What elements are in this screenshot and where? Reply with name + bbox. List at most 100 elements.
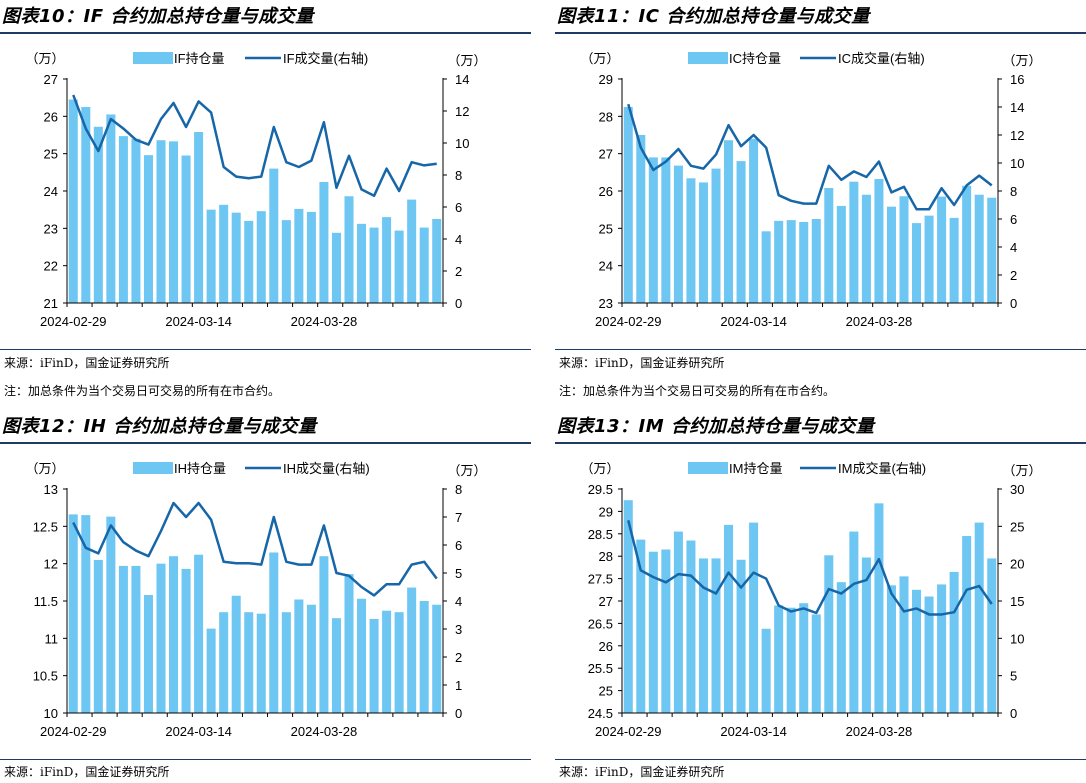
right-tick-label: 2	[1010, 268, 1017, 283]
right-axis-unit: （万）	[447, 53, 486, 68]
bar	[849, 531, 859, 713]
source-text: 来源：iFinD，国金证券研究所	[4, 765, 170, 779]
legend-bar-swatch	[688, 462, 728, 474]
legend-line-label: IM成交量(右轴)	[838, 461, 926, 476]
right-tick-label: 10	[455, 136, 469, 151]
panel-title-bar: 图表11：IC 合约加总持仓量与成交量	[555, 0, 1086, 34]
source-divider	[0, 349, 531, 350]
chart-im: （万） （万） IM持仓量 IM成交量(右轴) 24.5 25 25.5 26 26.5 27 27…	[580, 461, 1041, 739]
bar	[432, 604, 442, 713]
bar	[68, 514, 78, 713]
bar	[131, 565, 141, 713]
x-tick-label: 2024-02-29	[40, 724, 107, 739]
bar	[357, 223, 367, 303]
bar	[344, 574, 354, 713]
source-divider	[555, 759, 1086, 760]
note-text: 注：加总条件为当个交易日可交易的所有在市合约。	[559, 384, 836, 398]
bar	[912, 589, 922, 713]
bar	[231, 212, 241, 303]
bar	[143, 595, 153, 713]
right-tick-label: 2	[455, 650, 462, 665]
bar	[206, 209, 216, 303]
x-tick-label: 2024-03-14	[720, 724, 787, 739]
chart-if: （万） （万）IF持仓量 IF成交量(右轴)21222324252627024681…	[25, 51, 486, 329]
legend: IF持仓量 IF成交量(右轴)	[133, 51, 368, 66]
right-tick-label: 5	[1010, 669, 1017, 684]
legend-line-label: IF成交量(右轴)	[283, 51, 368, 66]
left-tick-label: 22	[44, 259, 58, 274]
left-tick-label: 25	[599, 221, 613, 236]
bar	[244, 612, 254, 713]
right-tick-label: 25	[1010, 519, 1024, 534]
x-tick-label: 2024-03-28	[846, 724, 913, 739]
right-tick-label: 0	[1010, 706, 1017, 721]
right-tick-label: 14	[455, 72, 469, 87]
right-tick-label: 8	[455, 482, 462, 497]
panel-title-bar: 图表10：IF 合约加总持仓量与成交量	[0, 0, 531, 34]
bar	[774, 605, 784, 713]
left-axis-unit: （万）	[25, 51, 64, 66]
right-axis-unit: （万）	[447, 463, 486, 478]
volume-line	[72, 94, 437, 198]
bar	[93, 559, 103, 713]
bar	[169, 556, 179, 713]
legend-bar-swatch	[133, 52, 173, 64]
left-tick-label: 27	[44, 72, 58, 87]
right-tick-label: 20	[1010, 557, 1024, 572]
bar	[244, 220, 254, 303]
bar	[924, 215, 934, 303]
bar	[181, 568, 191, 713]
legend-line-label: IC成交量(右轴)	[838, 51, 925, 66]
right-axis-unit: （万）	[1002, 463, 1041, 478]
bar	[974, 194, 984, 303]
bar	[194, 554, 204, 713]
bar	[912, 223, 922, 303]
bar	[68, 99, 78, 303]
bar	[824, 555, 834, 713]
bar	[407, 587, 417, 713]
bar	[256, 211, 266, 303]
bar	[786, 220, 796, 303]
right-tick-label: 7	[455, 510, 462, 525]
left-tick-label: 27.5	[588, 572, 613, 587]
bar	[648, 157, 658, 303]
right-tick-label: 2	[455, 264, 462, 279]
left-tick-label: 28.5	[588, 527, 613, 542]
bar	[698, 558, 708, 713]
bar	[811, 219, 821, 303]
bar	[799, 603, 809, 713]
left-tick-label: 12.5	[33, 519, 58, 534]
bar	[131, 138, 141, 303]
bar	[181, 155, 191, 303]
bar	[394, 230, 404, 303]
bar	[306, 604, 316, 713]
left-tick-label: 27	[599, 594, 613, 609]
right-tick-label: 0	[455, 706, 462, 721]
note-text: 注：加总条件为当个交易日可交易的所有在市合约。	[4, 384, 281, 398]
left-tick-label: 24	[44, 184, 58, 199]
chart-title: 图表11：IC 合约加总持仓量与成交量	[557, 6, 870, 27]
bar	[331, 232, 341, 303]
bar	[269, 552, 279, 713]
bar	[156, 140, 166, 303]
legend-bar-label: IF持仓量	[174, 51, 225, 66]
bar	[357, 598, 367, 713]
x-tick-label: 2024-02-29	[595, 724, 662, 739]
left-tick-label: 11.5	[34, 594, 58, 609]
left-tick-label: 26	[599, 184, 613, 199]
bar	[874, 503, 884, 713]
bar	[874, 179, 884, 303]
x-tick-label: 2024-03-28	[291, 314, 358, 329]
bar	[623, 500, 633, 713]
bar	[319, 556, 329, 713]
bar	[698, 182, 708, 303]
left-tick-label: 10	[44, 706, 58, 721]
left-tick-label: 25	[599, 684, 613, 699]
source-text: 来源：iFinD，国金证券研究所	[559, 356, 725, 370]
bar	[949, 217, 959, 303]
bar	[623, 107, 633, 303]
bar	[849, 181, 859, 303]
bar	[974, 522, 984, 713]
x-tick-label: 2024-03-14	[720, 314, 787, 329]
right-tick-label: 8	[1010, 184, 1017, 199]
